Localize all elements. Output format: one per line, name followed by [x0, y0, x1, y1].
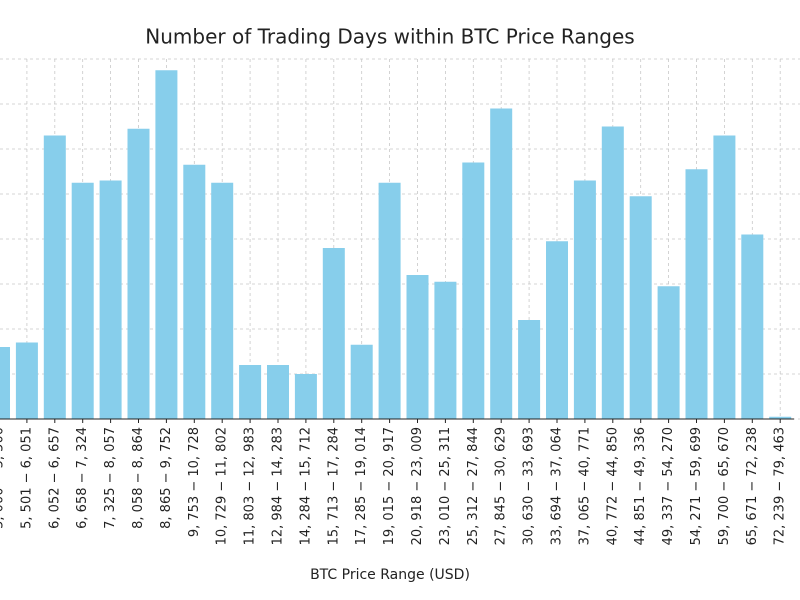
- bar: [71, 182, 94, 419]
- x-tick-label: 19, 015 − 20, 917: [382, 427, 397, 545]
- x-tick-label: 30, 630 − 33, 693: [522, 427, 537, 545]
- bar: [573, 180, 596, 419]
- chart-title: Number of Trading Days within BTC Price …: [145, 25, 634, 49]
- x-tick-label: 72, 239 − 79, 463: [773, 427, 788, 545]
- bar: [127, 128, 150, 419]
- bar: [15, 342, 38, 419]
- bar: [155, 70, 178, 419]
- x-tick-label: 54, 271 − 59, 699: [689, 427, 704, 545]
- x-tick-label: 14, 284 − 15, 712: [298, 427, 313, 545]
- x-tick-label: 23, 010 − 25, 311: [438, 427, 453, 545]
- bar: [490, 108, 513, 419]
- bar: [322, 248, 345, 419]
- bar: [294, 374, 317, 419]
- bar: [211, 182, 234, 419]
- bar: [685, 169, 708, 419]
- bar: [741, 234, 764, 419]
- bar: [601, 126, 624, 419]
- bar: [462, 162, 485, 419]
- bar: [769, 416, 792, 419]
- x-tick-label: 27, 845 − 30, 629: [494, 427, 509, 545]
- x-tick-label: 59, 700 − 65, 670: [717, 427, 732, 545]
- bar: [406, 275, 429, 419]
- bar: [657, 286, 680, 419]
- x-tick-label: 40, 772 − 44, 850: [605, 427, 620, 545]
- bar: [267, 365, 289, 419]
- x-tick-label: 12, 984 − 14, 283: [271, 427, 286, 545]
- x-tick-label: 9, 753 − 10, 728: [187, 427, 202, 537]
- x-tick-label: 10, 729 − 11, 802: [215, 427, 230, 545]
- x-tick-label: 37, 065 − 40, 771: [577, 427, 592, 545]
- x-tick-label: 8, 865 − 9, 752: [159, 427, 174, 529]
- x-tick-label: 6, 052 − 6, 657: [47, 427, 62, 529]
- x-tick-label: 49, 337 − 54, 270: [661, 427, 676, 545]
- bar: [350, 344, 373, 419]
- bar: [518, 320, 541, 419]
- x-tick-label: 11, 803 − 12, 983: [243, 427, 258, 545]
- x-tick-label: 7, 325 − 8, 057: [103, 427, 118, 529]
- x-tick-label: 20, 918 − 23, 009: [410, 427, 425, 545]
- x-tick-label: 5, 000 − 5, 500: [0, 427, 7, 529]
- x-axis-label: BTC Price Range (USD): [310, 567, 470, 583]
- x-tick-label: 65, 671 − 72, 238: [745, 427, 760, 545]
- x-tick-label: 33, 694 − 37, 064: [550, 427, 565, 545]
- x-tick-label: 17, 285 − 19, 014: [354, 427, 369, 545]
- bar: [239, 365, 262, 419]
- bar: [434, 281, 457, 419]
- x-tick-label: 5, 501 − 6, 051: [19, 427, 34, 529]
- bar: [99, 180, 122, 419]
- bar: [378, 182, 401, 419]
- x-tick-label: 15, 713 − 17, 284: [326, 427, 341, 545]
- x-tick-label: 44, 851 − 49, 336: [633, 427, 648, 545]
- x-tick-label: 8, 058 − 8, 864: [131, 427, 146, 529]
- x-tick-label: 25, 312 − 27, 844: [466, 427, 481, 545]
- bar: [0, 347, 10, 419]
- bar: [183, 164, 206, 419]
- bar: [43, 135, 66, 419]
- bar: [629, 196, 652, 419]
- x-tick-label: 6, 658 − 7, 324: [75, 427, 90, 529]
- bar: [713, 135, 736, 419]
- bar: [546, 241, 568, 419]
